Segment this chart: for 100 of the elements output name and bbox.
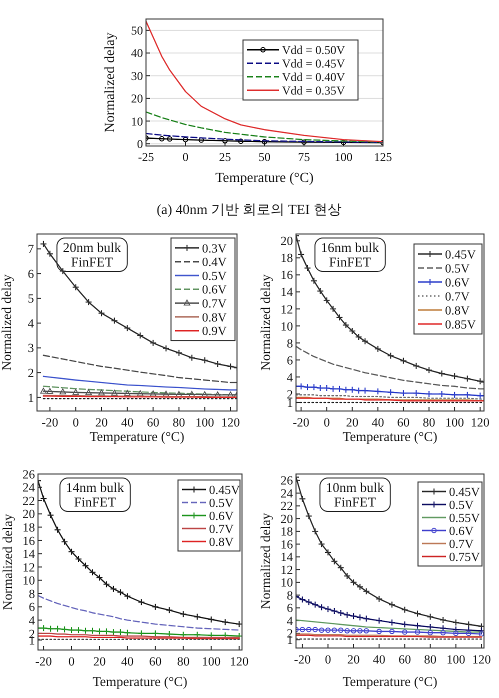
x-tick-label: 100 — [446, 652, 466, 666]
y-tick-label: 10 — [280, 319, 293, 334]
legend-label: 0.45V — [449, 484, 480, 499]
annotation: 20nm bulk FinFET — [62, 240, 122, 270]
y-tick-label: 26 — [280, 474, 293, 488]
annotation: 10nm bulk FinFET — [326, 480, 384, 510]
x-tick-label: 120 — [230, 654, 249, 668]
x-axis-title: Temperature (°C) — [342, 674, 438, 689]
text: (a) 40nm 기반 회로의 TEI 현상 — [156, 203, 342, 218]
y-tick-label: 12 — [22, 560, 35, 574]
legend-label: 0.5V — [209, 496, 234, 510]
x-tick-label: 40 — [121, 416, 134, 430]
legend-label: 0.75V — [449, 550, 480, 564]
legend-label: 0.6V — [449, 524, 474, 538]
legend-label: 0.7V — [202, 296, 227, 310]
y-axis-title: Normalized delay — [103, 32, 118, 132]
legend-label: 0.6V — [209, 508, 234, 523]
y-tick-label: 16 — [280, 268, 293, 282]
x-tick-label: 0 — [182, 150, 188, 164]
x-tick-label: 60 — [398, 652, 411, 666]
y-tick-label: 22 — [280, 499, 293, 514]
x-tick-label: 100 — [202, 654, 221, 668]
x-tick-label: 100 — [445, 416, 464, 430]
y-tick-label: 8 — [28, 586, 35, 601]
legend-label: 0.45V — [445, 247, 476, 262]
legend-label: 0.6V — [445, 275, 470, 290]
y-tick-label: 16 — [280, 537, 293, 552]
x-tick-label: 20 — [95, 416, 108, 430]
y-tick-label: 6 — [28, 266, 34, 281]
x-tick-label: 100 — [334, 150, 352, 164]
y-tick-label: 12 — [280, 562, 293, 577]
y-tick-label: 20 — [280, 512, 293, 526]
y-tick-label: 18 — [22, 520, 35, 535]
legend-label: 0.5V — [202, 268, 227, 283]
y-tick-label: 4 — [286, 370, 294, 384]
legend-label: 0.4V — [202, 255, 227, 270]
y-axis-title: Normalized delay — [0, 514, 15, 610]
y-axis-title: Normalized delay — [258, 274, 273, 371]
legend-label: 0.7V — [449, 536, 474, 551]
legend-label: 0.8V — [209, 534, 234, 549]
x-tick-label: 40 — [372, 652, 386, 666]
legend-label: 0.85V — [445, 317, 476, 332]
legend-label: 0.3V — [202, 241, 227, 256]
annotation: 14nm bulk FinFET — [66, 480, 124, 510]
x-tick-label: -20 — [294, 652, 311, 666]
x-tick-label: 80 — [422, 416, 436, 430]
y-tick-label: 12 — [280, 302, 293, 316]
x-tick-label: 0 — [68, 654, 75, 668]
y-tick-label: 8 — [286, 588, 293, 602]
x-tick-label: 80 — [172, 416, 186, 430]
x-tick-label: -20 — [35, 654, 52, 668]
x-tick-label: 40 — [121, 654, 134, 668]
x-tick-label: 100 — [195, 416, 214, 430]
legend-label: 0.5V — [449, 498, 474, 512]
x-tick-label: 0 — [72, 416, 79, 430]
y-axis-title: Normalized delay — [258, 512, 273, 610]
y-tick-label: 4 — [28, 613, 36, 628]
y-tick-label: 6 — [286, 601, 293, 616]
legend-label: 0.45V — [209, 482, 240, 497]
y-tick-label: 6 — [286, 353, 293, 368]
x-tick-label: 40 — [372, 416, 384, 430]
y-tick-label: 26 — [22, 467, 35, 482]
y-tick-label: 10 — [131, 114, 143, 128]
x-tick-label: 20 — [346, 416, 359, 430]
y-tick-label: 24 — [280, 486, 294, 500]
y-tick-label: 6 — [28, 600, 35, 614]
y-tick-label: 16 — [22, 534, 35, 548]
y-tick-label: 20 — [22, 507, 35, 522]
x-tick-label: 20 — [93, 654, 106, 668]
y-tick-label: 24 — [22, 480, 36, 495]
x-tick-label: 80 — [424, 652, 437, 666]
x-tick-label: 50 — [258, 150, 270, 164]
x-tick-label: 120 — [221, 416, 240, 430]
x-axis-title: Temperature (°C) — [342, 429, 438, 444]
legend-label: 0.8V — [202, 310, 227, 324]
x-tick-label: 0 — [324, 416, 330, 430]
x-tick-label: 120 — [472, 652, 491, 666]
legend-label: Vdd = 0.50V — [282, 42, 346, 57]
legend-label: 0.7V — [209, 522, 234, 536]
legend-label: 0.6V — [202, 282, 227, 297]
x-tick-label: -20 — [292, 416, 310, 430]
y-tick-label: 40 — [131, 46, 143, 60]
legend-label: 0.7V — [445, 289, 470, 304]
y-tick-label: 20 — [280, 234, 293, 248]
x-axis-title: Temperature (°C) — [90, 429, 184, 444]
y-tick-label: 8 — [286, 336, 293, 350]
x-tick-label: 120 — [470, 416, 490, 430]
x-tick-label: 60 — [146, 416, 160, 430]
x-tick-label: 75 — [298, 150, 310, 164]
y-tick-label: 10 — [280, 576, 293, 590]
y-tick-label: 0 — [137, 136, 143, 151]
y-tick-label: 3 — [28, 341, 34, 356]
y-tick-label: 50 — [131, 24, 143, 38]
x-tick-label: 80 — [177, 654, 190, 668]
x-tick-label: -25 — [138, 150, 154, 164]
y-tick-label: 14 — [22, 547, 36, 562]
legend-label: 0.8V — [445, 303, 470, 318]
x-tick-label: 20 — [347, 652, 360, 666]
x-tick-label: 60 — [149, 654, 162, 668]
y-tick-label: 14 — [280, 550, 294, 564]
